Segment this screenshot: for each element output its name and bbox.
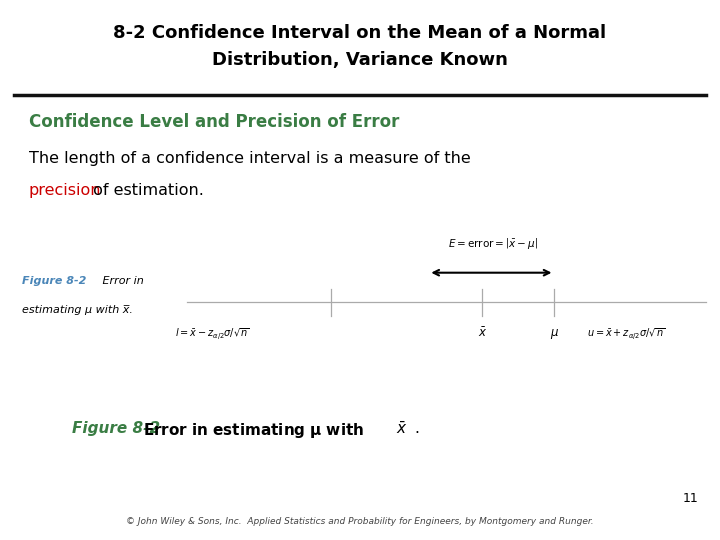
Text: precision: precision bbox=[29, 183, 102, 198]
Text: .: . bbox=[414, 421, 419, 436]
Text: © John Wiley & Sons, Inc.  Applied Statistics and Probability for Engineers, by : © John Wiley & Sons, Inc. Applied Statis… bbox=[126, 517, 594, 526]
Text: Confidence Level and Precision of Error: Confidence Level and Precision of Error bbox=[29, 113, 399, 131]
Text: $\bar{x}$: $\bar{x}$ bbox=[396, 421, 408, 437]
Text: 8-2 Confidence Interval on the Mean of a Normal: 8-2 Confidence Interval on the Mean of a… bbox=[114, 24, 606, 42]
Text: Distribution, Variance Known: Distribution, Variance Known bbox=[212, 51, 508, 69]
Text: Figure 8-2: Figure 8-2 bbox=[22, 276, 86, 286]
Text: $\bf{Error\ in\ estimating}\ \mu\ \bf{with}$: $\bf{Error\ in\ estimating}\ \mu\ \bf{wi… bbox=[143, 421, 364, 440]
Text: $l = \bar{x} - z_{\alpha/2}\sigma/\sqrt{n}$: $l = \bar{x} - z_{\alpha/2}\sigma/\sqrt{… bbox=[175, 327, 250, 342]
Text: The length of a confidence interval is a measure of the: The length of a confidence interval is a… bbox=[29, 151, 471, 166]
Text: Figure 8-2: Figure 8-2 bbox=[72, 421, 160, 436]
Text: $u = \bar{x} + z_{\alpha/2}\sigma/\sqrt{n}$: $u = \bar{x} + z_{\alpha/2}\sigma/\sqrt{… bbox=[588, 327, 665, 342]
Text: Error in: Error in bbox=[92, 276, 144, 286]
Text: $\bar{x}$: $\bar{x}$ bbox=[478, 327, 487, 340]
Text: estimating μ with x̅.: estimating μ with x̅. bbox=[22, 305, 132, 315]
Text: of estimation.: of estimation. bbox=[88, 183, 204, 198]
Text: 11: 11 bbox=[683, 492, 698, 505]
Text: $\mu$: $\mu$ bbox=[550, 327, 559, 341]
Text: $E = \mathrm{error} = \left|\bar{x} - \mu\right|$: $E = \mathrm{error} = \left|\bar{x} - \m… bbox=[448, 236, 539, 251]
